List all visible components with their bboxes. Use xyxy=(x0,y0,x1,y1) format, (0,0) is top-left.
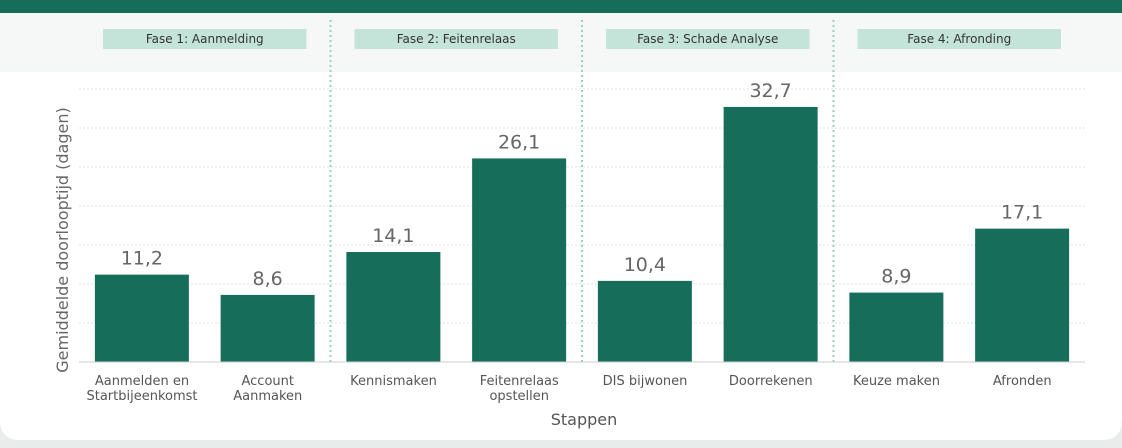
x-tick-label: Kennismaken xyxy=(350,374,437,389)
y-axis-title: Gemiddelde doorlooptijd (dagen) xyxy=(53,107,72,372)
x-tick-label: Aanmelden en Startbijeenkomst xyxy=(86,374,198,404)
x-tick-label: Doorrekenen xyxy=(728,374,813,389)
bar xyxy=(975,228,1070,362)
phase-box xyxy=(354,29,558,49)
value-label: 26,1 xyxy=(498,131,540,153)
phase-label: Fase 4: Afronding xyxy=(907,32,1011,46)
header-bar xyxy=(0,0,1122,13)
value-label: 17,1 xyxy=(1001,202,1043,224)
value-label: 8,6 xyxy=(253,268,283,290)
bar xyxy=(220,294,315,362)
value-label: 10,4 xyxy=(624,254,666,276)
phase-label: Fase 2: Feitenrelaas xyxy=(397,32,516,46)
phase-box xyxy=(857,29,1061,49)
bar xyxy=(597,280,692,362)
x-tick-label: Afronden xyxy=(992,374,1052,389)
x-tick-label: Feitenrelaas opstellen xyxy=(479,374,559,404)
bar xyxy=(723,106,818,362)
bar xyxy=(849,292,944,362)
bar xyxy=(472,158,567,362)
phase-label: Fase 1: Aanmelding xyxy=(146,32,264,46)
bar xyxy=(94,274,189,362)
x-axis-title: Stappen xyxy=(551,410,618,429)
x-tick-label: Keuze maken xyxy=(852,374,940,389)
value-label: 8,9 xyxy=(881,266,911,288)
phase-box xyxy=(103,29,307,49)
value-label: 14,1 xyxy=(372,225,414,247)
phase-box xyxy=(606,29,810,49)
x-tick-label: Account Aanmaken xyxy=(233,374,303,404)
x-tick-label: DIS bijwonen xyxy=(602,374,688,389)
phase-label: Fase 3: Schade Analyse xyxy=(637,32,778,46)
bar xyxy=(346,252,441,362)
value-label: 11,2 xyxy=(121,248,163,270)
value-label: 32,7 xyxy=(749,80,791,102)
